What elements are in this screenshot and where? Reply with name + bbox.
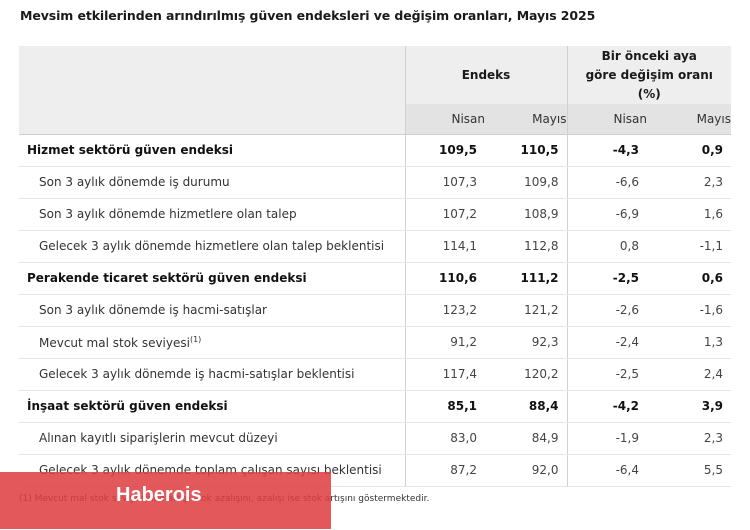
value-endeks-nisan: 83,0 — [404, 422, 485, 455]
value-change-mayis: 2,3 — [647, 166, 731, 199]
value-change-mayis: 0,6 — [647, 262, 731, 295]
table-row: Hizmet sektörü güven endeksi 109,5 110,5 -4… — [19, 133, 731, 167]
value-endeks-mayis: 120,2 — [485, 358, 567, 391]
table-row: Alınan kayıtlı siparişlerin mevcut düzey… — [19, 422, 731, 455]
value-endeks-mayis: 92,3 — [485, 326, 567, 359]
table-row: Son 3 aylık dönemde iş durumu 107,3 109,8-… — [19, 166, 731, 199]
table-row: Mevcut mal stok seviyesi(1) 91,2 92,3 -2,4 1… — [19, 326, 731, 359]
row-label-text: Alınan kayıtlı siparişlerin mevcut düzey… — [39, 431, 278, 445]
value-endeks-mayis: 112,8 — [485, 230, 567, 263]
value-change-nisan: -4,2 — [566, 390, 647, 423]
row-label-text: Hizmet sektörü güven endeksi — [27, 143, 234, 157]
row-label: Alınan kayıtlı siparişlerin mevcut düzey… — [19, 422, 405, 455]
table-title: Mevsim etkilerinden arındırılmış güven e… — [20, 8, 596, 23]
header-change-text: Bir önceki aya göre değişim oranı (%) — [585, 48, 713, 101]
table-row: İnşaat sektörü güven endeksi 85,1 88,4 -4,2… — [19, 390, 731, 423]
row-label: Son 3 aylık dönemde iş hacmi-satışlar — [19, 294, 405, 327]
value-endeks-nisan: 107,3 — [404, 166, 485, 199]
value-change-mayis: 2,3 — [647, 422, 731, 455]
row-label: Son 3 aylık dönemde hizmetlere olan tale… — [19, 198, 405, 231]
value-endeks-nisan: 107,2 — [404, 198, 485, 231]
value-change-nisan: -6,4 — [566, 454, 647, 487]
value-change-mayis: 2,4 — [647, 358, 731, 391]
value-change-mayis: -1,1 — [647, 230, 731, 263]
value-change-nisan: -1,9 — [566, 422, 647, 455]
row-label: İnşaat sektörü güven endeksi — [19, 390, 405, 423]
value-endeks-nisan: 91,2 — [404, 326, 485, 359]
table-body: Hizmet sektörü güven endeksi 109,5 110,5 -4… — [19, 133, 731, 487]
header-change-rate: Bir önceki aya göre değişim oranı (%) — [566, 46, 731, 104]
table-row: Son 3 aylık dönemde iş hacmi-satışlar 123… — [19, 294, 731, 327]
row-label: Mevcut mal stok seviyesi(1) — [19, 326, 405, 359]
value-change-mayis: 3,9 — [647, 390, 731, 423]
value-change-mayis: -1,6 — [647, 294, 731, 327]
value-change-nisan: -4,3 — [566, 133, 647, 167]
table-row: Gelecek 3 aylık dönemde hizmetlere olan … — [19, 230, 731, 263]
value-endeks-mayis: 111,2 — [485, 262, 567, 295]
value-endeks-nisan: 123,2 — [404, 294, 485, 327]
value-endeks-mayis: 108,9 — [485, 198, 567, 231]
value-change-mayis: 0,9 — [647, 133, 731, 167]
value-endeks-nisan: 117,4 — [404, 358, 485, 391]
value-endeks-nisan: 87,2 — [404, 454, 485, 487]
value-change-nisan: -2,4 — [566, 326, 647, 359]
value-endeks-mayis: 84,9 — [485, 422, 567, 455]
row-label: Gelecek 3 aylık dönemde iş hacmi-satışla… — [19, 358, 405, 391]
row-label-text: Son 3 aylık dönemde iş hacmi-satışlar — [39, 303, 267, 317]
value-endeks-mayis: 110,5 — [485, 133, 567, 167]
value-change-mayis: 1,3 — [647, 326, 731, 359]
value-change-nisan: 0,8 — [566, 230, 647, 263]
footnote-marker: (1) — [189, 334, 202, 344]
value-change-nisan: -6,6 — [566, 166, 647, 199]
header-endeks: Endeks — [404, 46, 567, 104]
value-endeks-nisan: 85,1 — [404, 390, 485, 423]
value-endeks-nisan: 110,6 — [404, 262, 485, 295]
value-endeks-mayis: 121,2 — [485, 294, 567, 327]
table-row: Gelecek 3 aylık dönemde iş hacmi-satışla… — [19, 358, 731, 391]
value-endeks-mayis: 92,0 — [485, 454, 567, 487]
subheader-label-cell — [19, 104, 405, 134]
value-endeks-nisan: 114,1 — [404, 230, 485, 263]
row-label: Perakende ticaret sektörü güven endeksi — [19, 262, 405, 295]
value-endeks-mayis: 109,8 — [485, 166, 567, 199]
subheader-change-nisan: Nisan — [566, 104, 647, 134]
row-label-text: Mevcut mal stok seviyesi — [39, 335, 190, 350]
value-change-nisan: -2,6 — [566, 294, 647, 327]
row-label-text: Gelecek 3 aylık dönemde hizmetlere olan … — [39, 239, 385, 253]
row-label: Hizmet sektörü güven endeksi — [19, 133, 405, 167]
value-change-mayis: 5,5 — [647, 454, 731, 487]
row-label-text: Perakende ticaret sektörü güven endeksi — [27, 271, 307, 285]
row-label-text: İnşaat sektörü güven endeksi — [27, 399, 228, 413]
row-label-text: Son 3 aylık dönemde iş durumu — [39, 175, 230, 189]
subheader-endeks-mayis: Mayıs — [485, 104, 567, 134]
value-endeks-mayis: 88,4 — [485, 390, 567, 423]
watermark-text: Haberois — [116, 484, 202, 506]
subheader-endeks-nisan: Nisan — [404, 104, 485, 134]
confidence-index-table: Endeks Bir önceki aya göre değişim oranı… — [19, 46, 731, 487]
value-change-nisan: -6,9 — [566, 198, 647, 231]
watermark-banner: Haberois — [0, 472, 331, 529]
row-label: Son 3 aylık dönemde iş durumu — [19, 166, 405, 199]
row-label-text: Gelecek 3 aylık dönemde iş hacmi-satışla… — [39, 367, 355, 381]
value-change-nisan: -2,5 — [566, 358, 647, 391]
value-change-nisan: -2,5 — [566, 262, 647, 295]
value-endeks-nisan: 109,5 — [404, 133, 485, 167]
row-label-text: Son 3 aylık dönemde hizmetlere olan tale… — [39, 207, 297, 221]
header-label-cell — [19, 46, 405, 104]
subheader-change-mayis: Mayıs — [647, 104, 731, 134]
value-change-mayis: 1,6 — [647, 198, 731, 231]
row-label: Gelecek 3 aylık dönemde hizmetlere olan … — [19, 230, 405, 263]
table-row: Perakende ticaret sektörü güven endeksi 1… — [19, 262, 731, 295]
table-row: Son 3 aylık dönemde hizmetlere olan tale… — [19, 198, 731, 231]
